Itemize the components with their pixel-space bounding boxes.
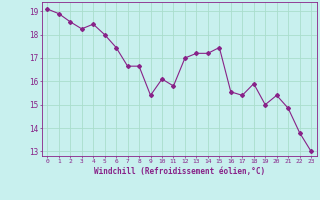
X-axis label: Windchill (Refroidissement éolien,°C): Windchill (Refroidissement éolien,°C) bbox=[94, 167, 265, 176]
